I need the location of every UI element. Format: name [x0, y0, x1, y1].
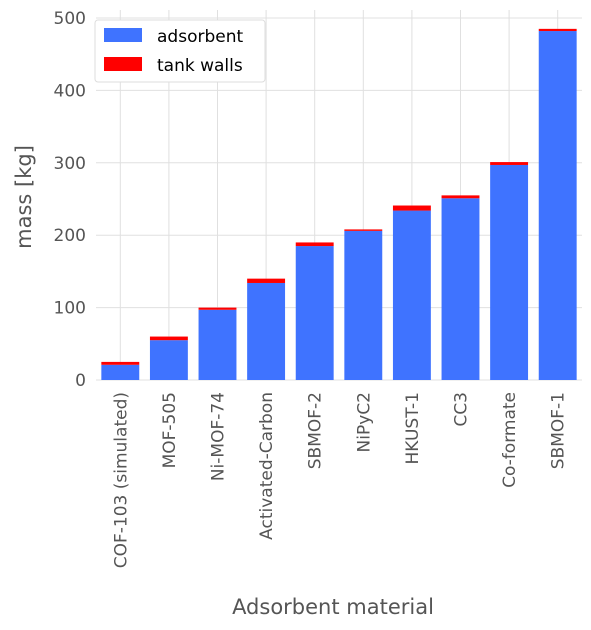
x-tick-label: SBMOF-2: [306, 392, 326, 469]
bar-tank-walls: [198, 307, 237, 310]
y-tick-label: 400: [54, 81, 86, 101]
bar-tank-walls: [490, 162, 529, 165]
y-tick-label: 500: [54, 9, 86, 29]
x-tick-label: SBMOF-1: [549, 392, 569, 469]
bar-adsorbent: [101, 364, 140, 380]
legend-swatch-tank-walls: [104, 57, 142, 71]
bar-adsorbent: [198, 309, 237, 380]
legend-swatch-adsorbent: [104, 28, 142, 42]
bar-tank-walls: [441, 195, 480, 199]
bar-tank-walls: [295, 242, 334, 247]
bar-tank-walls: [247, 278, 286, 283]
x-axis-ticks: COF-103 (simulated) MOF-505 Ni-MOF-74 Activ…: [111, 392, 568, 568]
x-tick-label: CC3: [452, 392, 472, 427]
x-tick-label: MOF-505: [160, 392, 180, 468]
y-axis-ticks: 0 100 200 300 400 500: [54, 9, 86, 391]
x-tick-label: Co-formate: [500, 392, 520, 488]
y-axis-title: mass [kg]: [12, 145, 36, 249]
x-tick-label: HKUST-1: [403, 392, 423, 464]
y-tick-label: 200: [54, 226, 86, 246]
x-tick-label: Activated-Carbon: [257, 392, 277, 540]
bar-adsorbent: [490, 164, 529, 380]
legend: adsorbent tank walls: [94, 19, 266, 83]
bar-adsorbent: [441, 198, 480, 380]
x-tick-label: NiPyC2: [354, 392, 374, 452]
y-tick-label: 100: [54, 299, 86, 319]
bar-adsorbent: [344, 230, 383, 380]
legend-label-tank-walls: tank walls: [157, 56, 243, 76]
legend-label-adsorbent: adsorbent: [157, 27, 243, 47]
bar-tank-walls: [538, 28, 577, 32]
bar-adsorbent: [295, 246, 334, 380]
bar-tank-walls: [392, 205, 431, 211]
bar-adsorbent: [538, 31, 577, 380]
x-axis-title: Adsorbent material: [232, 595, 434, 619]
bar-adsorbent: [392, 210, 431, 380]
bar-tank-walls: [344, 229, 383, 231]
bar-adsorbent: [149, 340, 188, 380]
y-tick-label: 0: [75, 371, 86, 391]
bar-tank-walls: [101, 361, 140, 365]
x-tick-label: Ni-MOF-74: [209, 392, 229, 481]
bar-tank-walls: [149, 336, 188, 341]
y-tick-label: 300: [54, 154, 86, 174]
bar-adsorbent: [247, 282, 286, 380]
x-tick-label: COF-103 (simulated): [111, 392, 131, 568]
bars: [101, 28, 577, 380]
